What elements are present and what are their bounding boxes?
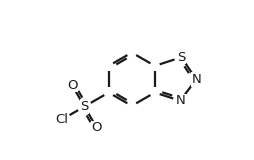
- Text: S: S: [80, 100, 89, 113]
- Text: N: N: [175, 94, 185, 107]
- Text: S: S: [177, 51, 186, 64]
- Text: O: O: [67, 79, 77, 92]
- Text: O: O: [91, 121, 102, 134]
- Text: N: N: [191, 73, 201, 86]
- Text: Cl: Cl: [55, 113, 68, 126]
